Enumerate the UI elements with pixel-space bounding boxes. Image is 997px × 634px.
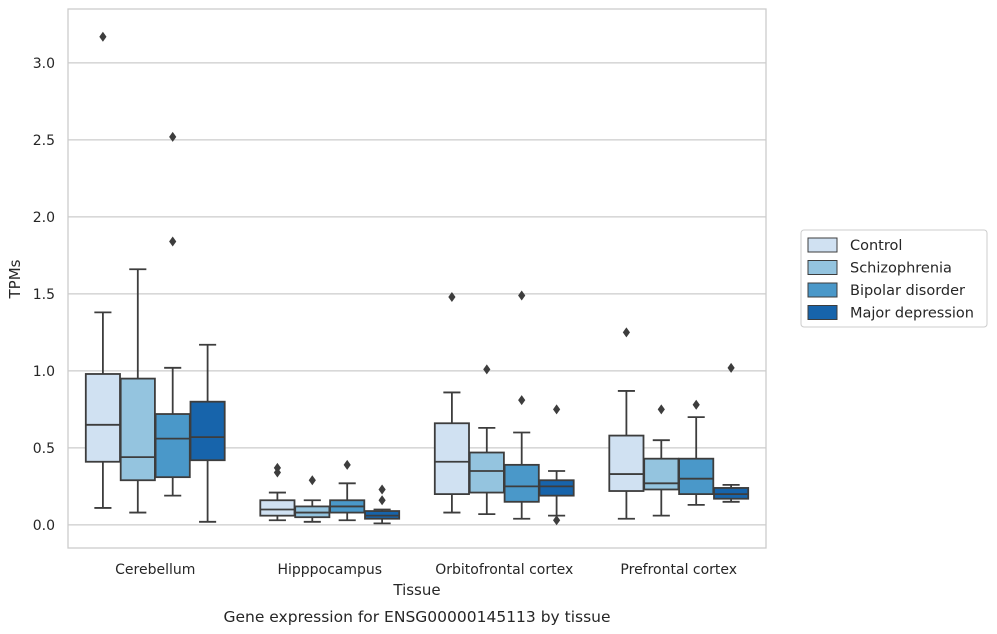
box: [538, 404, 575, 526]
x-tick-label: Orbitofrontal cortex: [435, 562, 573, 578]
box-body: [538, 479, 575, 497]
box: [189, 343, 226, 523]
outlier-point: [378, 484, 386, 495]
y-tick-labels: 0.0 0.5 1.0 1.5 2.0 2.5 3.0: [33, 56, 55, 534]
box-body: [678, 457, 715, 495]
box: [364, 484, 401, 525]
box: [678, 399, 715, 506]
outlier-point: [692, 399, 700, 410]
box: [713, 362, 750, 503]
outlier-point: [169, 236, 177, 247]
plot-frame: [67, 8, 767, 549]
outlier-point: [99, 31, 107, 42]
y-tick-label: 1.0: [33, 364, 55, 380]
y-axis-label: TPMs: [6, 259, 24, 299]
y-tick-label: 0.0: [33, 518, 55, 534]
box-body: [643, 457, 680, 491]
outlier-point: [483, 364, 491, 375]
box-body: [503, 463, 540, 503]
outlier-point: [518, 395, 526, 406]
box: [119, 268, 156, 514]
box: [433, 291, 470, 514]
outlier-point: [343, 459, 351, 470]
box-body: [154, 413, 191, 479]
x-tick-label: Hipppocampus: [277, 562, 382, 578]
x-tick-label: Cerebellum: [115, 562, 195, 578]
outlier-point: [273, 462, 281, 473]
outlier-point: [518, 290, 526, 301]
y-tick-label: 3.0: [33, 56, 55, 72]
box-body: [433, 422, 470, 496]
legend-frame: [800, 229, 988, 328]
outlier-point: [378, 495, 386, 506]
outlier-point: [553, 515, 561, 526]
legend-label: Control: [850, 238, 902, 254]
legend-label: Bipolar disorder: [850, 283, 965, 299]
box-body: [189, 400, 226, 462]
x-axis-label: Tissue: [392, 581, 440, 599]
box-body: [84, 373, 121, 463]
y-tick-label: 1.5: [33, 287, 55, 303]
box: [259, 462, 296, 522]
y-tick-label: 2.0: [33, 210, 55, 226]
box: [294, 475, 331, 523]
box-body: [119, 377, 156, 482]
legend-swatch: [807, 260, 838, 275]
legend: Control Schizophrenia Bipolar disorder Majo…: [800, 229, 988, 328]
outlier-point: [448, 291, 456, 302]
y-tick-label: 0.5: [33, 441, 55, 457]
legend-swatch: [807, 282, 838, 298]
box-body: [259, 499, 296, 517]
outlier-point: [622, 327, 630, 338]
outlier-point: [727, 362, 735, 373]
outlier-point: [169, 131, 177, 142]
box: [643, 404, 680, 517]
legend-label: Schizophrenia: [850, 261, 952, 277]
box: [329, 459, 366, 522]
box: [468, 364, 505, 516]
x-tick-label: Prefrontal cortex: [620, 562, 737, 578]
box-body: [468, 451, 505, 494]
x-tick-labels: Cerebellum Hipppocampus Orbitofrontal cort…: [115, 562, 737, 578]
chart-caption: Gene expression for ENSG00000145113 by t…: [223, 608, 610, 626]
legend-swatch: [807, 305, 838, 320]
outlier-point: [657, 404, 665, 415]
box-body: [608, 434, 645, 492]
box-series: [84, 31, 750, 526]
outlier-point: [553, 404, 561, 415]
y-tick-label: 2.5: [33, 133, 55, 149]
outlier-point: [308, 475, 316, 486]
legend-swatch: [807, 237, 838, 253]
legend-label: Major depression: [850, 306, 974, 322]
